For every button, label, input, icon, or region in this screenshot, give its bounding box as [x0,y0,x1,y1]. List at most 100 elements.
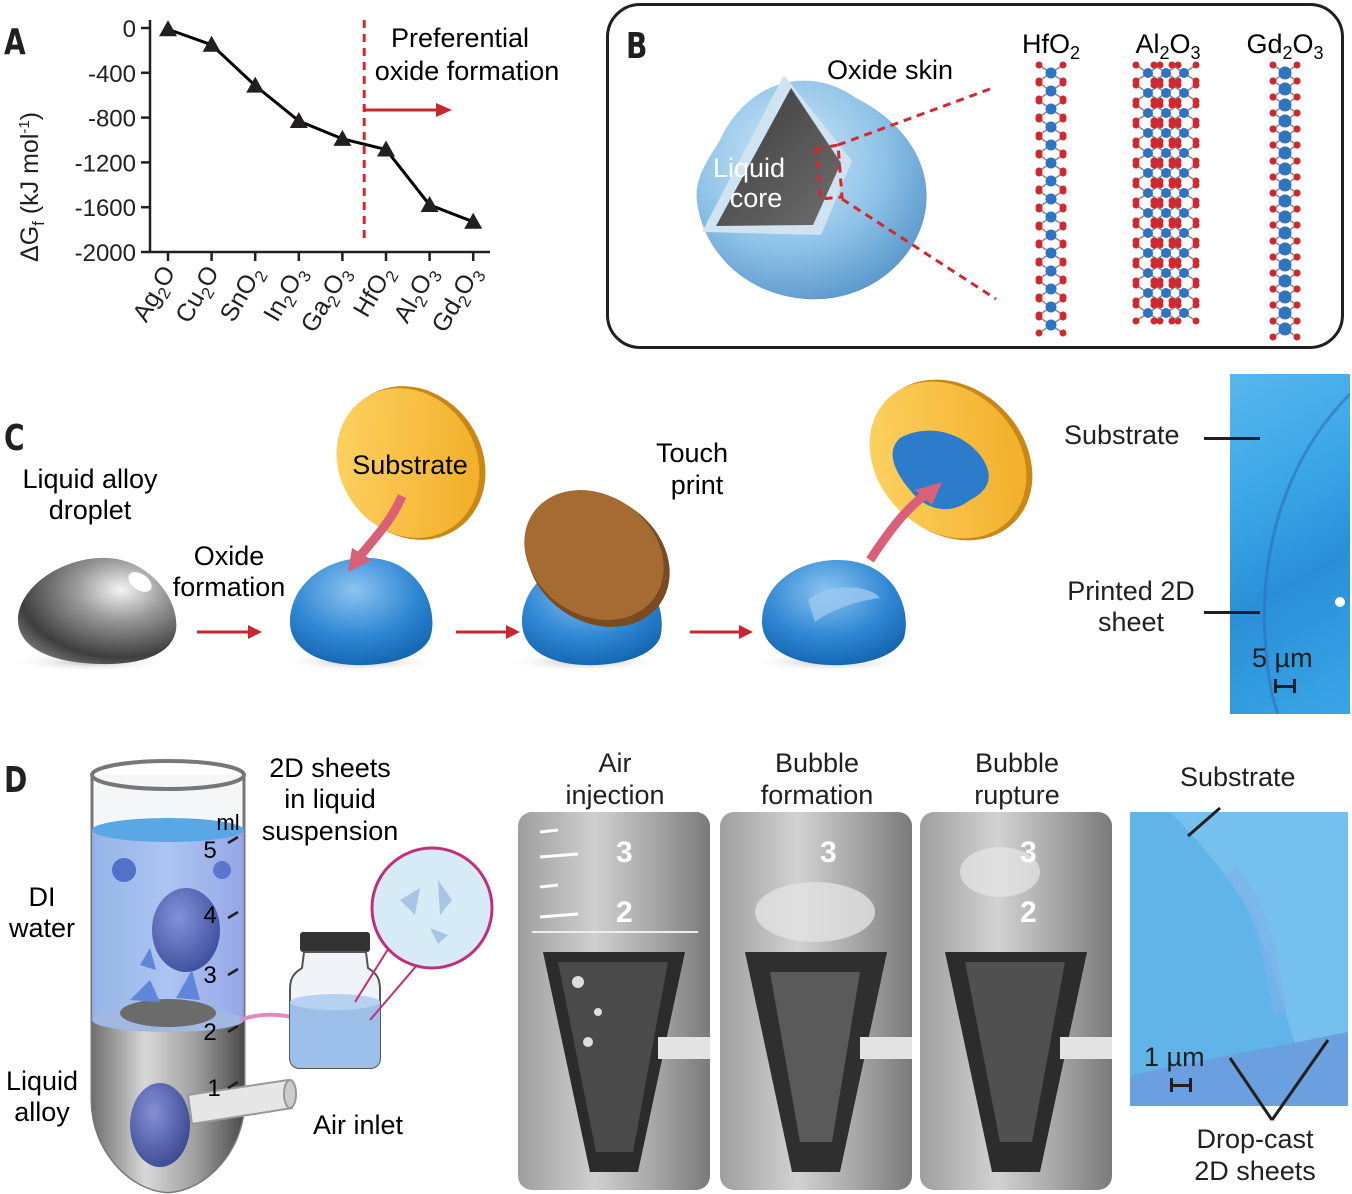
metal-atom [1179,228,1189,238]
metal-atom [1161,148,1171,158]
metal-atom [1278,178,1292,192]
oxygen-atom [1156,221,1164,229]
dropcast-substrate-label: Substrate [1180,762,1296,792]
process-arrow-1 [197,625,262,639]
panel-b-label: B [626,26,648,67]
oxygen-atom [1168,261,1176,269]
metal-atom [1161,268,1171,278]
oxygen-atom [1168,281,1176,289]
metal-atom [1179,88,1189,98]
metal-atom [1045,301,1057,313]
oxygen-atom [1132,261,1140,269]
oxygen-atom [1269,173,1277,181]
oxygen-atom [1156,201,1164,209]
oxygen-atom [1293,301,1301,309]
oxygen-atom [1192,281,1200,289]
metal-atom [1278,130,1292,144]
oxygen-atom [1293,77,1301,85]
tube-unit-ml: ml [216,810,239,835]
oxygen-atom [1174,241,1182,249]
oxygen-atom [1174,181,1182,189]
scale-bar-5um-tick-right [1293,679,1296,693]
suspension-line2: in liquid [284,784,376,814]
oxygen-atom [1269,237,1277,245]
oxygen-atom [1192,101,1200,109]
oxygen-atom [1059,277,1067,285]
oxygen-atom [1174,161,1182,169]
metal-atom [1045,211,1057,223]
oxidized-droplet [280,557,440,672]
metal-atom [1045,85,1057,97]
scale-bar-1um-tick-right [1189,1078,1192,1092]
gibbs-energy-chart: 0-400-800-1200-1600-2000Ag2OCu2OSnO2In2O… [16,16,559,337]
oxygen-atom [1168,241,1176,249]
oxygen-atom [1150,317,1158,325]
di-water-line1: DI [29,882,56,912]
di-water-line2: water [8,913,75,943]
photo3-mark-3: 3 [1020,836,1037,869]
data-point [289,111,308,128]
metal-atom [1278,242,1292,256]
oxide-formation-line1: Oxide [194,541,265,571]
liquid-alloy-line2: alloy [14,1097,70,1127]
metal-atom [1045,139,1057,151]
oxygen-atom [1269,61,1277,69]
oxide-skin-label: Oxide skin [827,55,953,85]
suspension-line1: 2D sheets [269,753,391,783]
metal-atom [1143,208,1153,218]
oxygen-atom [1132,281,1140,289]
oxygen-atom [1035,205,1043,213]
photo2-caption-line2: formation [760,780,874,810]
structure-label-gd2o3: Gd2O3 [1246,29,1323,63]
metal-atom [1278,210,1292,224]
oxygen-atom [1293,221,1301,229]
oxygen-atom [1156,61,1164,69]
suspension-line3: suspension [262,816,399,846]
oxygen-atom [1150,121,1158,129]
oxygen-atom [1035,295,1043,303]
oxygen-atom [1132,161,1140,169]
oxygen-atom [1132,301,1140,309]
oxygen-atom [1293,205,1301,213]
oxygen-atom [1192,241,1200,249]
data-point [420,195,439,212]
substrate-pointer [1204,437,1260,440]
metal-atom [1161,288,1171,298]
printed-sheet-pointer [1204,611,1260,614]
dropcast-micrograph [1130,812,1348,1106]
al2o3-crystal-structure [1132,61,1200,325]
metal-atom [1278,290,1292,304]
centrifuge-tube [90,759,297,1194]
data-point [202,35,221,52]
photo1-caption-line1: Air [598,748,632,778]
oxygen-atom [1150,181,1158,189]
metal-atom [1143,108,1153,118]
oxygen-atom [1174,317,1182,325]
oxygen-atom [1269,93,1277,101]
oxygen-atom [1293,269,1301,277]
oxygen-atom [1059,223,1067,231]
oxygen-atom [1059,329,1067,337]
data-point [246,76,265,93]
printed-sheet-micrograph [1230,374,1350,714]
metal-atom [1179,308,1189,318]
metal-atom [1179,268,1189,278]
oxygen-atom [1035,223,1043,231]
oxygen-atom [1132,141,1140,149]
photo3-mark-2: 2 [1020,896,1037,929]
oxygen-atom [1156,181,1164,189]
oxygen-atom [1132,61,1140,69]
post-print-droplet [750,559,910,672]
metal-atom [1161,188,1171,198]
metal-atom [1278,306,1292,320]
oxygen-atom [1192,121,1200,129]
oxygen-atom [1156,81,1164,89]
oxygen-atom [1174,101,1182,109]
oxygen-atom [1156,161,1164,169]
metal-atom [1278,66,1292,80]
substrate-disk [336,386,486,540]
oxygen-atom [1269,189,1277,197]
structure-label-hfo2: HfO2 [1022,29,1080,63]
data-point [333,129,352,146]
oxygen-atom [1150,81,1158,89]
